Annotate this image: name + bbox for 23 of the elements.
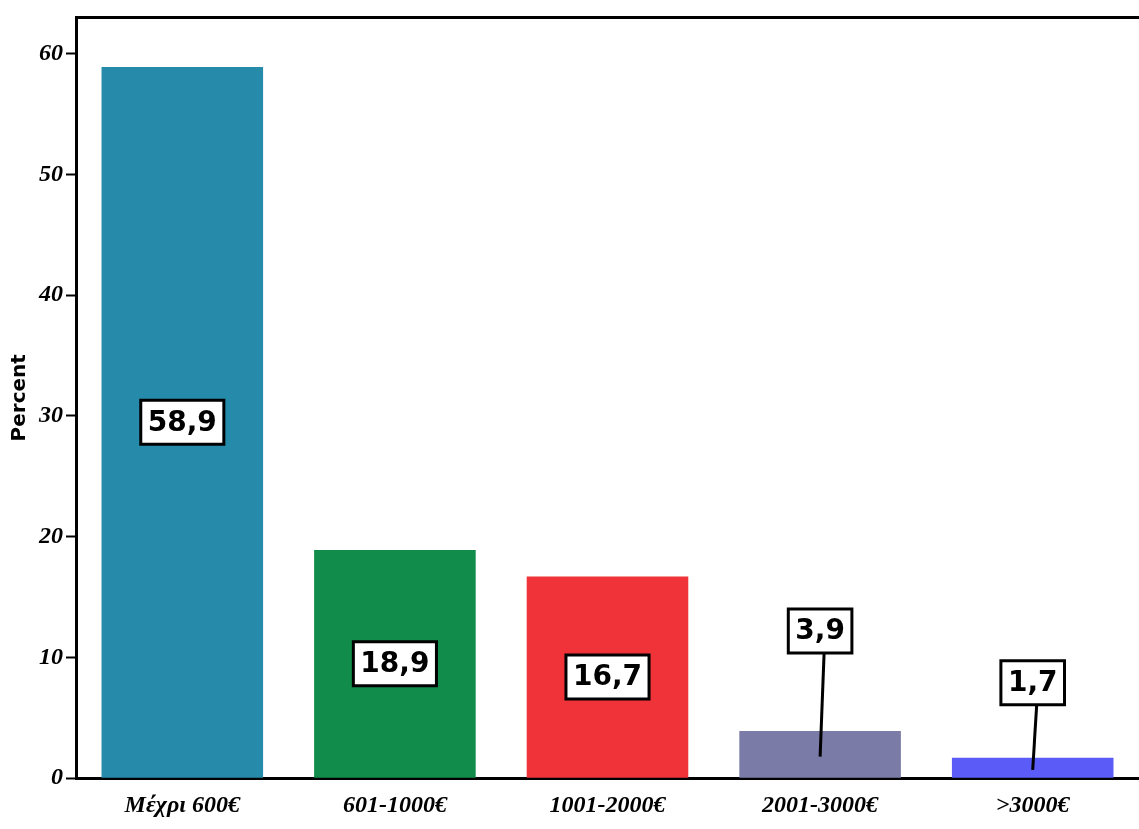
data-label: 58,9	[147, 404, 217, 438]
y-tick-label: 10	[39, 642, 63, 669]
y-tick-label: 20	[38, 521, 63, 548]
bar	[526, 576, 689, 778]
x-tick-label: 1001-2000€	[549, 790, 667, 817]
data-label: 1,7	[1007, 664, 1058, 698]
data-label: 16,7	[572, 659, 643, 693]
bar	[739, 731, 901, 778]
y-tick-label: 30	[38, 401, 63, 428]
x-tick-label: 601-1000€	[342, 790, 448, 817]
bar	[101, 66, 264, 778]
y-tick-label: 50	[39, 159, 63, 186]
x-tick-label: Μέχρι 600€	[123, 790, 241, 817]
x-tick-label: >3000€	[995, 790, 1071, 817]
y-axis-title: Percent	[6, 353, 31, 442]
bar	[951, 757, 1114, 778]
y-tick-label: 60	[39, 38, 63, 65]
data-label: 3,9	[795, 613, 845, 647]
bar	[314, 549, 476, 778]
x-tick-label: 2001-3000€	[761, 790, 880, 817]
y-tick-label: 0	[51, 763, 63, 790]
data-label: 18,9	[360, 646, 430, 680]
y-tick-label: 40	[38, 280, 63, 307]
